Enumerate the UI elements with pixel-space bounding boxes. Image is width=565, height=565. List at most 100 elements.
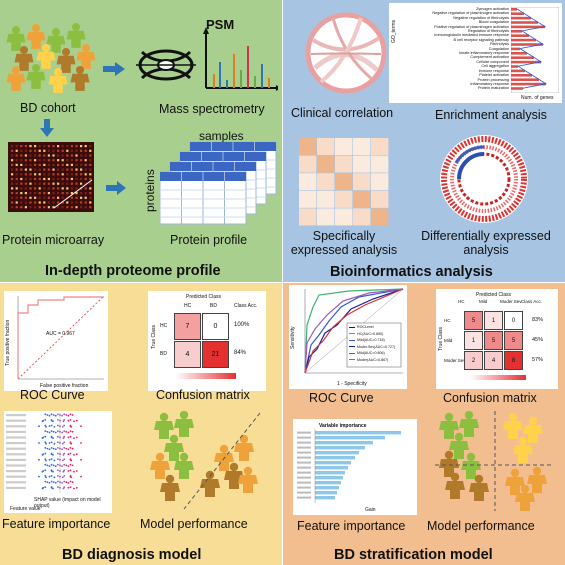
enrichment-term: Platelet activation — [479, 73, 509, 78]
vi-bar — [315, 431, 401, 435]
section-title-stratification: BD stratification model — [334, 547, 493, 563]
enrichment-term: Cellular component — [476, 59, 509, 64]
profile-table-layer — [160, 171, 247, 225]
specific-expression-heatmap — [299, 138, 389, 226]
protein-microarray-label: Protein microarray — [2, 233, 105, 247]
roc-xlabel: False positive fraction — [40, 383, 89, 389]
stratification-confusion-matrix: Predicted Class HC Mild Moder.Sev Class Acc… — [436, 289, 558, 389]
enrichment-term: Inflammatory response — [470, 81, 509, 86]
cohort-person-icon — [224, 462, 244, 489]
diagnosis-confusion-matrix: Predicted Class HC BD Class Acc. True Cl… — [148, 291, 266, 391]
heatmap-cell — [371, 155, 389, 173]
heatmap-cell — [371, 138, 389, 155]
mass-spectrometry-label: Mass spectrometry — [159, 102, 265, 116]
cohort-person-icon — [56, 48, 76, 73]
cm4-color-scale — [470, 375, 526, 380]
vi-bar — [315, 451, 359, 455]
heatmap-cell — [335, 173, 353, 191]
vi-bar — [315, 471, 345, 475]
arrow-right-icon — [103, 62, 125, 76]
cm4-cell: 0 — [504, 311, 523, 330]
heatmap-cell — [335, 190, 353, 208]
model-performance-label: Model performance — [427, 519, 535, 533]
samples-label: samples — [199, 129, 244, 143]
roc4-legend-entry: ROCLevel — [349, 324, 401, 331]
enrichment-xlabel: Num. of genes — [521, 95, 554, 101]
heatmap-cell — [317, 208, 335, 226]
confusion-matrix-label: Confusion matrix — [156, 388, 250, 402]
cohort-person-icon — [46, 28, 66, 53]
section-title-bioinformatics: Bioinformatics analysis — [330, 264, 493, 280]
cohort-person-icon — [160, 474, 180, 501]
cm4-cell: 8 — [504, 351, 523, 370]
heatmap-cell — [371, 190, 389, 208]
diagnosis-roc-chart: AUC = 0.967 True positive fraction False… — [4, 291, 108, 391]
cohort-person-icon — [469, 474, 489, 501]
cohort-person-icon — [200, 470, 220, 497]
heatmap-cell — [299, 190, 317, 208]
cohort-person-icon — [214, 444, 234, 471]
stratification-model-performance-people-icon — [435, 411, 553, 511]
quadrant-stratification-model: ROCLevel HC(AUC=0.890) Mild(AUC=0.718) Mode… — [283, 283, 565, 565]
cm-title: Predicted Class — [186, 294, 222, 300]
heatmap-cell — [335, 208, 353, 226]
cm4-cell: 4 — [484, 351, 503, 370]
enrichment-term: Positive regulation of plasminogen activ… — [434, 24, 509, 29]
cohort-person-icon — [523, 416, 543, 443]
vi-bar — [315, 476, 343, 480]
section-title-diagnosis: BD diagnosis model — [62, 547, 202, 563]
cm4-col-label: HC — [458, 299, 465, 304]
roc-ylabel: True positive fraction — [5, 319, 11, 366]
cohort-person-icon — [503, 412, 523, 439]
enrichment-term: Immunoglobulin mediated immune response — [434, 33, 509, 38]
heatmap-cell — [353, 155, 371, 173]
chord-diagram-chart — [305, 12, 387, 94]
vi-xlabel: Gain — [365, 507, 376, 513]
section-title-proteome: In-depth proteome profile — [45, 263, 221, 279]
cm-row-accuracy: 84% — [234, 350, 247, 356]
feature-importance-label: Feature importance — [297, 519, 406, 533]
cm4-row-label: HC — [444, 318, 451, 323]
psm-spectrum-chart — [203, 27, 278, 91]
vi-bar — [315, 456, 355, 460]
cm-cell: 0 — [202, 313, 229, 340]
confusion-matrix-label: Confusion matrix — [443, 391, 537, 405]
cm-cell: 21 — [202, 341, 229, 368]
cm-col-hc: HC — [184, 303, 192, 309]
heatmap-cell — [371, 173, 389, 191]
cohort-person-icon — [439, 412, 459, 439]
cm4-col-label: Mild — [479, 299, 488, 304]
vi-bar — [315, 466, 348, 470]
fi-xlabel: SHAP value (impact on model output) — [34, 497, 101, 509]
heatmap-cell — [335, 155, 353, 173]
heatmap-cell — [353, 208, 371, 226]
enrichment-term: Innate inflammatory response — [458, 51, 509, 56]
cohort-person-icon — [76, 44, 96, 69]
heatmap-cell — [371, 208, 389, 226]
mass-spectrometer-icon — [136, 49, 196, 81]
vi-bar — [315, 486, 339, 490]
cm-ylabel: True Class — [151, 325, 157, 349]
cohort-person-icon — [234, 434, 254, 461]
cm4-cell: 5 — [484, 331, 503, 350]
differentially-expressed-label: Differentially expressed analysis — [421, 229, 551, 257]
arrow-right-icon — [106, 181, 126, 195]
cm4-col-label: Class Acc. — [521, 299, 543, 304]
vi-title: Variable importance — [319, 423, 367, 429]
enrichment-term: Blood coagulation — [478, 20, 509, 25]
bd-cohort-label: BD cohort — [20, 101, 76, 115]
cohort-person-icon — [445, 472, 465, 499]
vi-bar — [315, 436, 385, 440]
cohort-person-icon — [36, 44, 56, 69]
roc4-xlabel: 1 - Specificity — [337, 381, 367, 387]
enrichment-term: Negative regulation of plasminogen activ… — [432, 11, 509, 16]
heatmap-cell — [299, 138, 317, 155]
cm-col-bd: BD — [210, 303, 217, 309]
cm-row-label: HC — [160, 323, 168, 329]
cm-color-scale — [176, 373, 236, 379]
protein-profile-label: Protein profile — [170, 233, 248, 247]
roc-curve-label: ROC Curve — [20, 388, 85, 402]
clinical-correlation-label: Clinical correlation — [291, 106, 394, 120]
heatmap-cell — [317, 190, 335, 208]
quadrant-diagnosis-model: AUC = 0.967 True positive fraction False… — [0, 283, 282, 565]
